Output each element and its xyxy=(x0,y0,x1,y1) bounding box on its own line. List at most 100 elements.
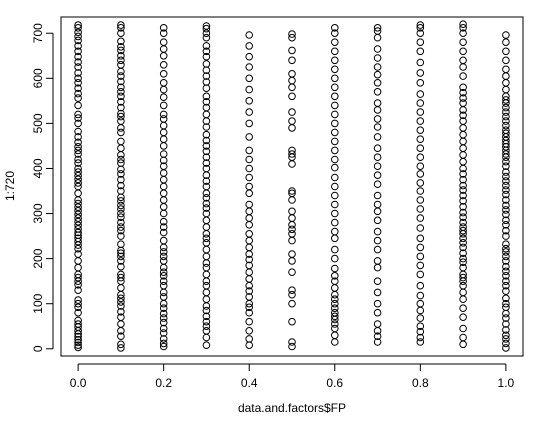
data-point xyxy=(331,290,339,299)
data-point xyxy=(74,168,82,176)
data-point xyxy=(459,63,467,71)
y-axis-label: 1:720 xyxy=(3,171,17,201)
x-tick-label: 0.0 xyxy=(70,376,87,390)
data-point xyxy=(202,153,211,161)
data-point xyxy=(159,29,168,38)
data-point xyxy=(502,299,510,308)
data-point xyxy=(245,327,253,335)
data-point xyxy=(74,234,82,243)
data-point xyxy=(74,143,82,151)
data-point xyxy=(373,320,382,328)
data-point xyxy=(117,61,125,69)
data-point xyxy=(74,221,82,230)
data-point xyxy=(159,324,168,333)
data-point xyxy=(459,181,467,190)
data-point xyxy=(202,245,211,254)
data-point xyxy=(117,77,125,86)
data-point xyxy=(202,230,211,238)
data-point xyxy=(502,252,510,261)
data-point xyxy=(117,181,125,190)
data-point xyxy=(288,117,296,125)
data-point xyxy=(159,248,168,256)
data-point xyxy=(74,164,82,173)
data-point xyxy=(245,119,253,128)
data-point xyxy=(459,258,467,267)
data-point xyxy=(459,197,467,205)
data-point xyxy=(245,31,253,39)
data-point xyxy=(117,201,125,210)
x-tick-label: 0.4 xyxy=(241,376,258,390)
data-point xyxy=(331,295,339,304)
data-point xyxy=(245,133,253,141)
data-point xyxy=(117,298,125,306)
data-point xyxy=(331,101,339,110)
data-point xyxy=(245,214,253,222)
data-point xyxy=(117,124,125,132)
data-point xyxy=(202,199,211,208)
data-point xyxy=(502,257,510,265)
data-point xyxy=(502,314,510,322)
data-point xyxy=(159,335,168,343)
y-tick-label: 300 xyxy=(31,203,45,223)
data-point xyxy=(74,58,82,66)
data-point xyxy=(416,243,425,252)
data-point xyxy=(331,38,339,47)
data-point xyxy=(245,335,253,343)
data-point xyxy=(202,142,211,150)
data-point xyxy=(202,281,211,290)
data-point xyxy=(159,203,168,211)
data-point xyxy=(502,201,510,210)
data-point xyxy=(331,234,339,243)
data-point xyxy=(202,78,211,86)
data-point xyxy=(74,63,82,71)
data-point xyxy=(74,175,82,184)
data-point xyxy=(117,187,125,195)
data-point xyxy=(373,200,382,209)
data-point xyxy=(502,38,510,47)
data-point xyxy=(159,196,168,204)
data-point xyxy=(288,338,296,346)
data-point xyxy=(373,227,382,236)
data-point xyxy=(288,268,296,277)
data-point xyxy=(416,29,425,38)
data-point xyxy=(416,252,425,261)
data-point xyxy=(74,110,82,119)
data-point xyxy=(117,83,125,92)
data-point xyxy=(373,216,382,225)
data-point xyxy=(502,126,510,134)
data-point xyxy=(202,270,211,279)
data-point xyxy=(74,189,82,198)
data-point xyxy=(202,33,211,42)
data-point xyxy=(416,322,425,331)
data-point xyxy=(117,308,125,316)
data-point xyxy=(373,207,382,216)
data-point xyxy=(416,291,425,300)
data-point xyxy=(373,338,382,346)
data-point xyxy=(74,273,82,282)
data-point xyxy=(502,157,510,166)
data-point xyxy=(159,93,168,101)
data-point xyxy=(74,332,82,341)
data-point xyxy=(459,333,467,342)
data-point xyxy=(74,343,82,352)
data-point xyxy=(117,46,125,55)
data-point xyxy=(74,150,82,158)
data-point xyxy=(74,338,82,347)
data-point xyxy=(117,109,125,118)
data-point xyxy=(74,84,82,92)
data-point xyxy=(117,223,125,231)
data-point xyxy=(117,320,125,328)
data-point xyxy=(159,121,168,130)
data-point xyxy=(288,299,296,308)
data-point xyxy=(202,317,211,326)
data-point xyxy=(74,182,82,191)
data-points xyxy=(74,20,510,352)
data-point xyxy=(416,47,425,56)
y-tick-label: 100 xyxy=(31,293,45,313)
data-point xyxy=(245,189,253,198)
data-point xyxy=(117,56,125,65)
data-point xyxy=(74,52,82,61)
data-point xyxy=(502,294,510,303)
data-point xyxy=(202,189,211,198)
y-tick-label: 700 xyxy=(31,23,45,43)
